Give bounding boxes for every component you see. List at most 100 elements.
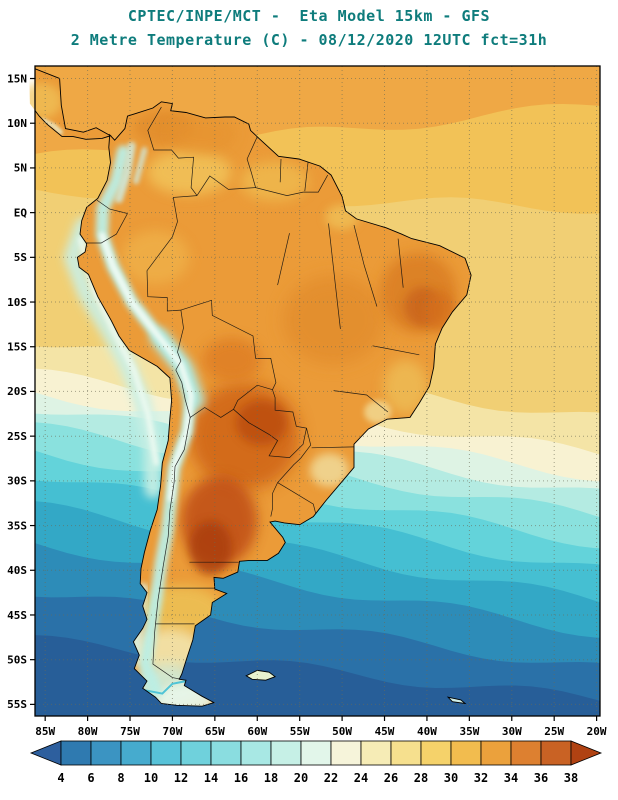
country-border	[96, 199, 128, 214]
andes-snow-line	[99, 232, 195, 502]
colorbar-segment	[180, 740, 212, 766]
country-border	[304, 160, 309, 192]
country-border	[180, 299, 277, 390]
country-border	[353, 225, 378, 307]
colorbar-segment	[330, 740, 362, 766]
lon-tick-label: 40W	[417, 725, 437, 738]
colorbar-label: 14	[204, 771, 218, 785]
lon-tick-label: 85W	[35, 725, 55, 738]
country-border	[270, 482, 278, 517]
lat-tick-label: 45S	[7, 609, 27, 622]
map-title: CPTEC/INPE/MCT - Eta Model 15km - GFS	[127, 7, 491, 25]
country-border	[85, 213, 128, 244]
lat-tick-label: 35S	[7, 519, 27, 532]
country-border	[311, 446, 355, 449]
colorbar-label: 38	[564, 771, 578, 785]
lat-tick-label: 25S	[7, 430, 27, 443]
colorbar-segment	[270, 740, 302, 766]
country-border	[272, 389, 307, 429]
colorbar-label: 28	[414, 771, 428, 785]
lon-tick-label: 25W	[544, 725, 564, 738]
lat-tick-label: 15S	[7, 341, 27, 354]
colorbar-label: 24	[354, 771, 368, 785]
country-border	[196, 174, 329, 196]
colorbar-segment	[450, 740, 482, 766]
lat-tick-label: 30S	[7, 475, 27, 488]
lat-tick-label: 40S	[7, 564, 27, 577]
temperature-patch	[236, 400, 287, 446]
colorbar-segment	[540, 740, 572, 766]
lat-tick-label: 10N	[7, 117, 27, 130]
country-border	[372, 345, 420, 356]
colorbar-segment	[210, 740, 242, 766]
country-border	[277, 428, 312, 483]
colorbar-endcap-right	[570, 740, 603, 766]
lat-tick-label: 5S	[14, 251, 27, 264]
central-america-cordillera	[40, 118, 63, 135]
colorbar-label: 12	[174, 771, 188, 785]
magellan-strait	[139, 680, 187, 695]
lon-tick-label: 30W	[502, 725, 522, 738]
colorbar-segment	[480, 740, 512, 766]
country-border	[333, 390, 389, 413]
temperature-patch	[147, 150, 232, 195]
colorbar-label: 10	[144, 771, 158, 785]
lon-tick-label: 60W	[247, 725, 267, 738]
country-border	[328, 223, 341, 329]
temperature-patch	[240, 161, 309, 201]
colorbar-label: 20	[294, 771, 308, 785]
colorbar-segment	[510, 740, 542, 766]
country-border	[277, 233, 290, 286]
coastline	[35, 68, 112, 140]
colorbar-segment	[120, 740, 152, 766]
country-border	[246, 136, 258, 188]
colorbar-label: 18	[264, 771, 278, 785]
temperature-patch	[29, 83, 63, 119]
colorbar-segment	[360, 740, 392, 766]
lat-tick-label: EQ	[14, 206, 28, 219]
temperature-patch	[168, 114, 237, 154]
lon-tick-label: 75W	[120, 725, 140, 738]
country-border	[233, 384, 273, 410]
lat-tick-label: 15N	[7, 72, 27, 85]
central-america-landmass	[35, 68, 111, 140]
south-georgia-island	[448, 697, 466, 704]
lon-tick-label: 20W	[587, 725, 607, 738]
country-border	[152, 369, 191, 681]
colorbar-label: 22	[324, 771, 338, 785]
lat-tick-label: 55S	[7, 698, 27, 711]
colorbar-segment	[420, 740, 452, 766]
temperature-patch	[383, 360, 428, 414]
country-border	[277, 482, 317, 514]
colorbar-segment	[60, 740, 92, 766]
colorbar-label: 34	[504, 771, 518, 785]
colorbar-label: 30	[444, 771, 458, 785]
country-border	[175, 310, 184, 371]
country-border	[147, 106, 198, 196]
colorbar-segment	[390, 740, 422, 766]
colorbar-segment	[90, 740, 122, 766]
lon-tick-label: 65W	[205, 725, 225, 738]
lon-tick-label: 50W	[332, 725, 352, 738]
andes-cold-band	[133, 147, 148, 185]
country-border	[279, 158, 282, 183]
lon-tick-label: 70W	[162, 725, 182, 738]
temperature-patch	[189, 521, 232, 575]
colorbar-label: 4	[57, 771, 64, 785]
colorbar-segment	[150, 740, 182, 766]
lat-tick-label: 5N	[14, 162, 27, 175]
colorbar-segment	[240, 740, 272, 766]
colorbar-label: 16	[234, 771, 248, 785]
lon-tick-label: 45W	[375, 725, 395, 738]
country-border	[233, 409, 307, 458]
temperature-patch	[309, 453, 349, 488]
country-border	[146, 195, 198, 312]
lon-tick-label: 35W	[459, 725, 479, 738]
lat-tick-label: 50S	[7, 654, 27, 667]
country-border	[397, 238, 404, 288]
coastline	[446, 696, 467, 705]
lon-tick-label: 80W	[78, 725, 98, 738]
lon-tick-label: 55W	[290, 725, 310, 738]
